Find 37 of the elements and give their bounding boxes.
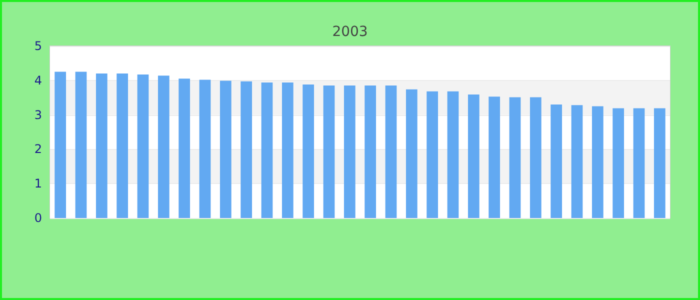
bar xyxy=(96,74,108,218)
chart-title: 2003 xyxy=(332,24,368,40)
bar xyxy=(158,76,170,218)
bar xyxy=(323,86,335,218)
bar xyxy=(240,81,252,218)
y-tick-label: 0 xyxy=(34,211,42,225)
bar xyxy=(406,89,418,218)
bar xyxy=(488,96,500,218)
bar xyxy=(178,78,190,218)
bar xyxy=(468,94,480,218)
bar xyxy=(364,86,376,218)
bar xyxy=(220,80,232,218)
bar xyxy=(633,108,645,218)
y-tick-label: 5 xyxy=(34,39,42,53)
bar xyxy=(199,80,211,218)
y-tick-label: 3 xyxy=(34,108,42,122)
y-tick-label: 1 xyxy=(34,176,42,191)
bar xyxy=(530,97,542,218)
bar xyxy=(116,74,128,218)
bar xyxy=(344,86,356,218)
bar xyxy=(385,86,397,218)
bar xyxy=(550,104,562,218)
bar xyxy=(54,72,66,218)
bar xyxy=(426,91,438,218)
bar xyxy=(509,97,521,218)
bar xyxy=(282,82,294,218)
y-tick-label: 4 xyxy=(34,73,42,88)
bar xyxy=(571,105,583,218)
y-tick-label: 2 xyxy=(34,142,42,156)
bar xyxy=(612,108,624,218)
bar xyxy=(137,74,149,218)
bar xyxy=(75,72,87,218)
bar xyxy=(447,91,459,218)
bar xyxy=(654,108,666,218)
bar xyxy=(261,82,273,218)
bar xyxy=(302,84,314,218)
bar xyxy=(592,106,604,218)
